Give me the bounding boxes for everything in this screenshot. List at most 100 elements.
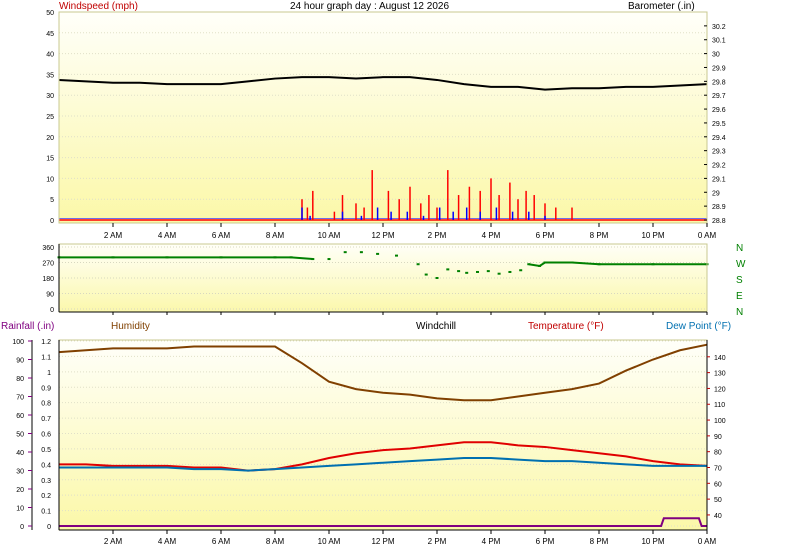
windspeed-tick: 50 — [46, 10, 54, 17]
wind-direction-point — [327, 258, 331, 261]
top-x-tick: 8 AM — [266, 231, 285, 240]
top-x-tick: 10 PM — [641, 231, 664, 240]
temperature-tick: 50 — [714, 497, 722, 504]
humidity-tick: 90 — [16, 358, 24, 365]
top-plot-area — [59, 12, 707, 223]
compass-label: E — [736, 291, 743, 302]
temperature-tick: 40 — [714, 513, 722, 520]
humidity-tick: 100 — [12, 339, 24, 346]
bottom-x-tick: 0 AM — [698, 537, 717, 546]
windspeed-tick: 45 — [46, 31, 54, 38]
wind-direction-point — [497, 272, 501, 275]
barometer-line — [58, 76, 708, 91]
bottom-x-tick: 6 PM — [536, 537, 555, 546]
barometer-tick: 30 — [712, 52, 720, 59]
direction-tick: 360 — [42, 245, 54, 252]
humidity-label: Humidity — [111, 321, 150, 332]
rainfall-tick: 0.1 — [41, 509, 51, 516]
direction-tick: 0 — [50, 307, 54, 314]
wind-direction-point — [465, 271, 469, 274]
temperature-tick: 110 — [714, 402, 725, 409]
temperature-line — [59, 441, 708, 472]
windspeed-tick: 25 — [46, 114, 54, 121]
bottom-x-tick: 4 PM — [482, 537, 501, 546]
barometer-axis-label: Barometer (.in) — [628, 1, 695, 12]
barometer-tick: 29.9 — [712, 65, 726, 72]
wind-direction-point — [476, 270, 479, 273]
rainfall-tick: 0.2 — [41, 493, 51, 500]
barometer-tick: 29.1 — [712, 176, 726, 183]
windspeed-axis-label: Windspeed (mph) — [59, 1, 138, 12]
bottom-x-tick: 2 AM — [104, 537, 123, 546]
temperature-tick: 120 — [714, 386, 726, 393]
humidity-tick: 80 — [16, 376, 24, 383]
wind-direction-point — [435, 277, 439, 279]
windchill-label: Windchill — [416, 321, 456, 332]
windspeed-tick: 0 — [50, 218, 54, 225]
barometer-tick: 28.8 — [712, 218, 726, 225]
wind-direction-point — [416, 263, 420, 266]
wind-direction-point — [424, 273, 428, 276]
rainfall-line — [59, 517, 707, 527]
wind-direction-point — [446, 268, 450, 271]
direction-tick: 270 — [42, 261, 54, 268]
windspeed-tick: 5 — [50, 197, 54, 204]
top-chart-title: 24 hour graph day : August 12 2026 — [290, 1, 449, 12]
rainfall-tick: 0.4 — [41, 462, 51, 469]
windspeed-tick: 20 — [46, 135, 54, 142]
top-x-tick: 0 AM — [698, 231, 717, 240]
wind-direction-point — [395, 254, 398, 257]
bottom-x-tick: 10 PM — [641, 537, 664, 546]
rainfall-tick: 0 — [47, 524, 51, 531]
barometer-tick: 30.1 — [712, 38, 726, 45]
windspeed-tick: 30 — [46, 93, 54, 100]
wind-direction-point — [376, 252, 380, 255]
top-x-tick: 12 PM — [371, 231, 394, 240]
bottom-x-tick: 2 PM — [428, 537, 447, 546]
wind-direction-point — [343, 251, 347, 254]
rainfall-tick: 0.6 — [41, 432, 51, 439]
dewpoint-axis-label: Dew Point (°F) — [666, 321, 731, 332]
rainfall-tick: 1.2 — [41, 339, 51, 346]
humidity-tick: 60 — [16, 413, 24, 420]
top-x-tick: 6 PM — [536, 231, 555, 240]
top-x-tick: 4 PM — [482, 231, 501, 240]
direction-tick: 180 — [42, 276, 54, 283]
compass-label: W — [736, 259, 746, 270]
windspeed-tick: 10 — [46, 176, 54, 183]
barometer-tick: 29.7 — [712, 93, 726, 100]
rainfall-tick: 1.1 — [41, 354, 51, 361]
direction-tick: 90 — [46, 292, 54, 299]
compass-label: N — [736, 243, 743, 254]
rainfall-tick: 0.3 — [41, 478, 51, 485]
wind-direction-point — [519, 269, 523, 272]
rainfall-tick: 0.9 — [41, 385, 51, 392]
humidity-tick: 10 — [16, 506, 24, 513]
bottom-plot-area — [59, 340, 707, 530]
top-x-tick: 8 PM — [590, 231, 609, 240]
wind-direction-point — [457, 270, 461, 273]
bottom-x-tick: 12 PM — [371, 537, 394, 546]
bottom-x-tick: 4 AM — [158, 537, 177, 546]
top-x-tick: 2 AM — [104, 231, 123, 240]
rainfall-axis-label: Rainfall (.in) — [1, 321, 54, 332]
rainfall-tick: 0.7 — [41, 416, 51, 423]
top-x-tick: 6 AM — [212, 231, 231, 240]
temperature-tick: 70 — [714, 465, 722, 472]
barometer-tick: 29.2 — [712, 163, 726, 170]
top-x-tick: 2 PM — [428, 231, 447, 240]
wind-direction-point — [486, 270, 490, 273]
barometer-tick: 28.9 — [712, 204, 726, 211]
humidity-tick: 20 — [16, 487, 24, 494]
wind-direction-point — [508, 270, 512, 273]
barometer-tick: 29.5 — [712, 121, 726, 128]
windspeed-tick: 40 — [46, 52, 54, 59]
rainfall-tick: 0.8 — [41, 401, 51, 408]
compass-label: N — [736, 307, 743, 318]
bottom-x-tick: 10 AM — [318, 537, 341, 546]
windspeed-tick: 35 — [46, 72, 54, 79]
bottom-x-tick: 6 AM — [212, 537, 231, 546]
wind-direction-point — [359, 251, 363, 254]
barometer-tick: 29.6 — [712, 107, 726, 114]
